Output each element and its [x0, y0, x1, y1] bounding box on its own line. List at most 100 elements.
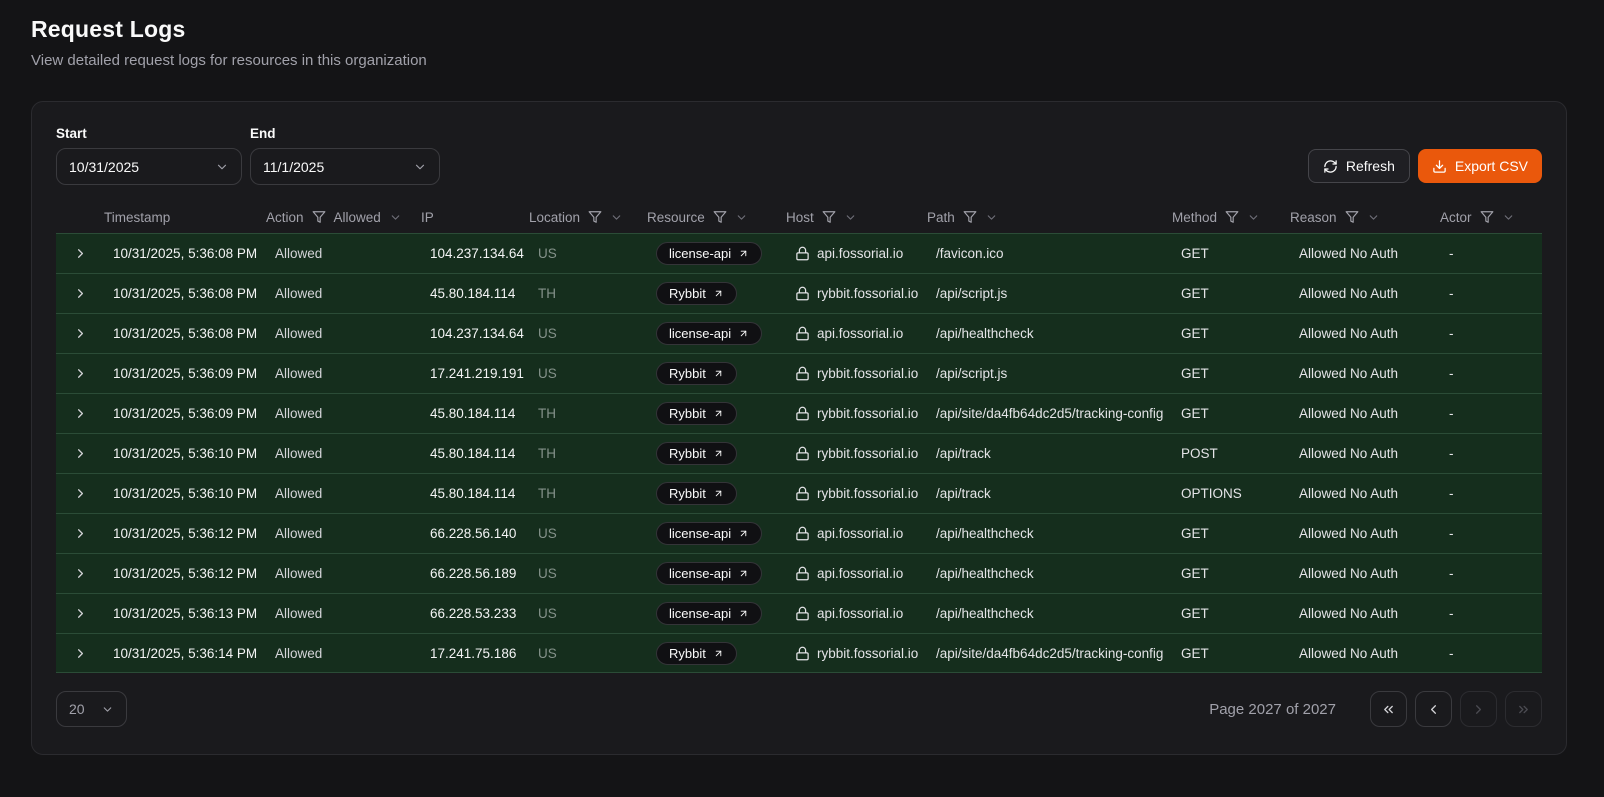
column-header-location: Location [529, 210, 647, 225]
resource-name: Rybbit [669, 366, 706, 381]
pagination: Page 2027 of 2027 [1209, 691, 1542, 727]
cell-reason: Allowed No Auth [1299, 645, 1399, 661]
table-row: 10/31/2025, 5:36:10 PM Allowed 45.80.184.1… [56, 433, 1542, 473]
cell-ip: 66.228.53.233 [430, 606, 517, 621]
table-row: 10/31/2025, 5:36:13 PM Allowed 66.228.53.2… [56, 593, 1542, 633]
filter-icon[interactable] [1225, 210, 1239, 224]
arrow-up-right-icon [738, 528, 749, 539]
host-name: rybbit.fossorial.io [817, 446, 919, 461]
expand-row-button[interactable] [68, 282, 92, 306]
expand-row-button[interactable] [68, 322, 92, 346]
column-label: Method [1172, 209, 1218, 225]
start-date-select[interactable]: 10/31/2025 [56, 148, 242, 185]
cell-path: /api/site/da4fb64dc2d5/tracking-config [936, 406, 1164, 421]
column-label: IP [421, 209, 434, 225]
cell-reason: Allowed No Auth [1299, 566, 1399, 581]
cell-reason: Allowed No Auth [1299, 606, 1399, 621]
arrow-up-right-icon [713, 448, 724, 459]
resource-badge[interactable]: license-api [656, 322, 763, 345]
expand-row-button[interactable] [68, 362, 92, 386]
cell-action: Allowed [275, 446, 323, 461]
column-header-method: Method [1172, 210, 1290, 225]
cell-actor: - [1449, 526, 1454, 541]
cell-actor: - [1449, 286, 1454, 301]
arrow-up-right-icon [713, 368, 724, 379]
chevron-down-icon[interactable] [1367, 211, 1380, 224]
expand-row-button[interactable] [68, 641, 92, 665]
resource-name: license-api [669, 326, 732, 341]
cell-host: rybbit.fossorial.io [786, 446, 927, 461]
cell-actor: - [1449, 246, 1454, 261]
cell-timestamp: 10/31/2025, 5:36:09 PM [113, 406, 258, 421]
cell-location: TH [538, 286, 556, 301]
start-date-value: 10/31/2025 [69, 158, 140, 175]
chevron-right-icon [73, 486, 88, 501]
chevron-down-icon[interactable] [1502, 211, 1515, 224]
end-date-value: 11/1/2025 [263, 158, 325, 175]
resource-badge[interactable]: Rybbit [656, 482, 737, 505]
cell-expand [56, 442, 104, 466]
resource-badge[interactable]: license-api [656, 562, 763, 585]
arrow-up-right-icon [738, 248, 749, 259]
cell-expand [56, 641, 104, 665]
expand-row-button[interactable] [68, 402, 92, 426]
filter-icon[interactable] [1480, 210, 1494, 224]
cell-location: US [538, 246, 557, 261]
column-header-ip: IP [421, 210, 529, 225]
previous-page-button[interactable] [1415, 691, 1452, 727]
resource-badge[interactable]: Rybbit [656, 641, 737, 665]
arrow-up-right-icon [713, 408, 724, 419]
first-page-button[interactable] [1370, 691, 1407, 727]
cell-timestamp: 10/31/2025, 5:36:12 PM [113, 526, 258, 541]
cell-expand [56, 402, 104, 426]
cell-method: GET [1181, 645, 1209, 661]
next-page-button[interactable] [1460, 691, 1497, 727]
cell-action: Allowed [275, 406, 323, 421]
refresh-button[interactable]: Refresh [1307, 149, 1410, 183]
cell-path: /api/script.js [936, 286, 1008, 301]
cell-actor: - [1449, 446, 1454, 461]
chevron-down-icon[interactable] [389, 211, 402, 224]
export-csv-button[interactable]: Export CSV [1417, 149, 1542, 183]
cell-location: US [538, 326, 557, 341]
chevron-down-icon[interactable] [844, 211, 857, 224]
filter-icon[interactable] [1345, 210, 1359, 224]
resource-badge[interactable]: license-api [656, 522, 763, 545]
chevron-down-icon[interactable] [1247, 211, 1260, 224]
end-date-select[interactable]: 11/1/2025 [250, 148, 440, 185]
resource-badge[interactable]: Rybbit [656, 282, 737, 305]
expand-row-button[interactable] [68, 442, 92, 466]
resource-badge[interactable]: Rybbit [656, 402, 737, 425]
column-label: Location [529, 209, 581, 225]
resource-badge[interactable]: Rybbit [656, 442, 737, 465]
expand-row-button[interactable] [68, 242, 92, 266]
chevron-down-icon[interactable] [610, 211, 623, 224]
chevron-down-icon[interactable] [985, 211, 998, 224]
resource-badge[interactable]: license-api [656, 242, 763, 265]
table-body: 10/31/2025, 5:36:08 PM Allowed 104.237.134… [56, 233, 1542, 673]
resource-badge[interactable]: Rybbit [656, 362, 737, 385]
chevron-down-icon[interactable] [735, 211, 748, 224]
filter-icon[interactable] [713, 210, 727, 224]
expand-row-button[interactable] [68, 482, 92, 506]
column-label: Resource [647, 209, 705, 225]
cell-resource: Rybbit [647, 482, 786, 505]
expand-row-button[interactable] [68, 522, 92, 546]
filter-icon[interactable] [312, 210, 326, 224]
cell-resource: license-api [647, 602, 786, 625]
host-name: rybbit.fossorial.io [817, 286, 919, 301]
cell-expand [56, 242, 104, 266]
resource-badge[interactable]: license-api [656, 602, 763, 625]
lock-icon [795, 566, 810, 581]
last-page-button[interactable] [1505, 691, 1542, 727]
chevron-right-icon [73, 526, 88, 541]
cell-ip: 45.80.184.114 [430, 486, 516, 501]
filter-icon[interactable] [963, 210, 977, 224]
page-size-select[interactable]: 20 [56, 691, 127, 727]
chevron-right-icon [73, 286, 88, 301]
filter-icon[interactable] [822, 210, 836, 224]
expand-row-button[interactable] [68, 602, 92, 626]
expand-row-button[interactable] [68, 562, 92, 586]
download-icon [1432, 159, 1447, 174]
filter-icon[interactable] [588, 210, 602, 224]
